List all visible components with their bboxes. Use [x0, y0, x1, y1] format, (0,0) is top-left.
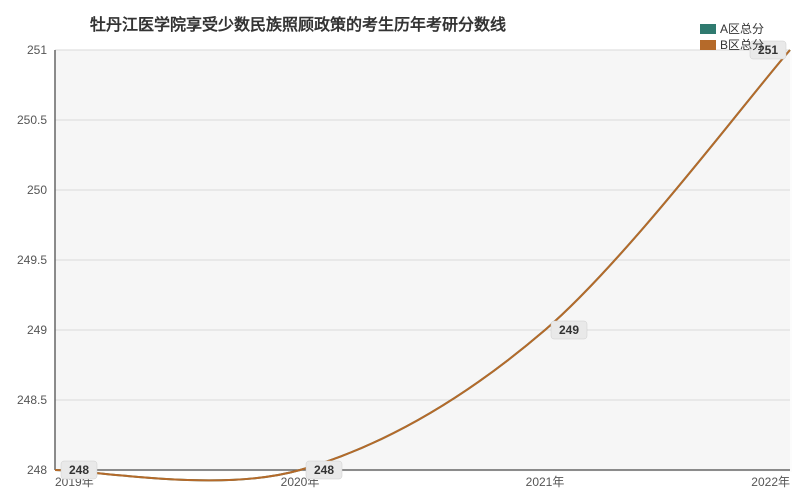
data-label: 248 [69, 463, 89, 477]
y-tick-label: 250.5 [17, 113, 47, 127]
y-tick-label: 249.5 [17, 253, 47, 267]
y-tick-label: 251 [27, 43, 47, 57]
x-tick-label: 2021年 [526, 475, 565, 489]
chart-title: 牡丹江医学院享受少数民族照顾政策的考生历年考研分数线 [90, 15, 506, 34]
y-tick-label: 250 [27, 183, 47, 197]
y-tick-label: 248.5 [17, 393, 47, 407]
line-chart: 248248.5249249.5250250.52512019年2020年202… [0, 0, 800, 500]
x-tick-label: 2022年 [751, 475, 790, 489]
y-tick-label: 248 [27, 463, 47, 477]
data-label: 248 [314, 463, 334, 477]
legend-label: A区总分 [720, 22, 764, 36]
data-label: 249 [559, 323, 579, 337]
chart-svg: 248248.5249249.5250250.52512019年2020年202… [0, 0, 800, 500]
legend-swatch [700, 24, 716, 34]
legend-label: B区总分 [720, 38, 764, 52]
y-tick-label: 249 [27, 323, 47, 337]
legend-swatch [700, 40, 716, 50]
